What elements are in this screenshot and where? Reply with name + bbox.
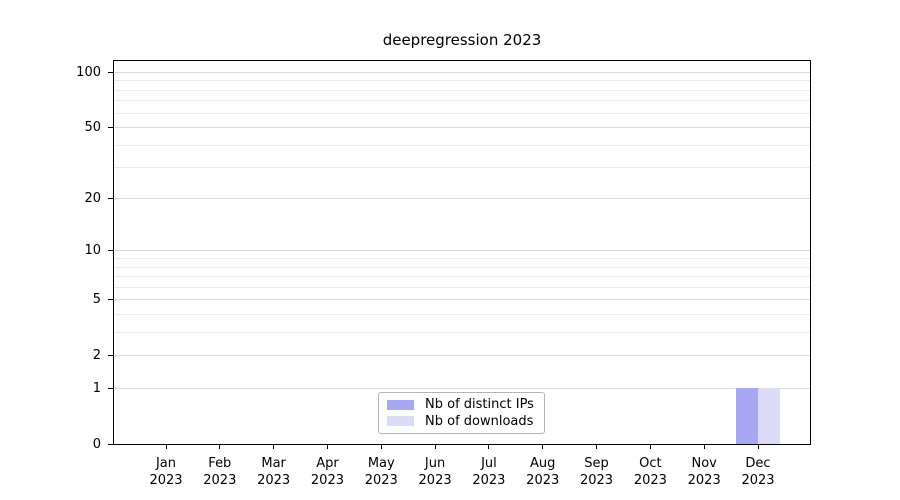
x-tick-mark [596, 445, 598, 449]
y-tick-mark [108, 127, 113, 129]
legend-swatch-distinct-ips [387, 399, 414, 410]
y-tick-mark [108, 72, 113, 74]
x-tick-label: May 2023 [364, 456, 398, 488]
bar-distinct-ips-dec [736, 388, 758, 444]
x-tick-label: Nov 2023 [687, 456, 721, 488]
x-tick-mark [380, 445, 382, 449]
y-tick-label: 1 [92, 380, 101, 396]
x-tick-mark [273, 445, 275, 449]
major-gridline [114, 387, 810, 389]
major-gridline [114, 355, 810, 357]
major-gridline [114, 299, 810, 301]
legend-swatch-downloads [387, 416, 414, 427]
y-tick-mark [108, 198, 113, 200]
y-tick-label: 20 [84, 191, 101, 207]
x-tick-mark [757, 445, 759, 449]
minor-gridline [114, 112, 810, 114]
legend-item-downloads: Nb of downloads [387, 414, 536, 429]
x-tick-label: Jan 2023 [149, 456, 183, 488]
minor-gridline [114, 266, 810, 268]
plot-spine-left [113, 60, 114, 445]
x-tick-label: Mar 2023 [257, 456, 291, 488]
x-tick-label: Apr 2023 [310, 456, 344, 488]
minor-gridline [114, 89, 810, 91]
legend-label-downloads: Nb of downloads [425, 413, 534, 429]
y-tick-mark [108, 250, 113, 252]
y-tick-label: 5 [92, 292, 101, 308]
minor-gridline [114, 167, 810, 169]
x-tick-label: Sep 2023 [579, 456, 614, 488]
y-tick-mark [108, 355, 113, 357]
y-tick-label: 50 [84, 120, 101, 136]
legend-item-distinct-ips: Nb of distinct IPs [387, 397, 536, 412]
plot-spine-bottom [113, 444, 811, 445]
plot-spine-right [810, 60, 811, 445]
legend: Nb of distinct IPs Nb of downloads [378, 392, 545, 434]
y-tick-label: 2 [92, 348, 101, 364]
y-tick-label: 0 [92, 436, 101, 452]
x-tick-label: Oct 2023 [633, 456, 667, 488]
x-tick-mark [326, 445, 328, 449]
x-tick-mark [434, 445, 436, 449]
x-tick-mark [649, 445, 651, 449]
minor-gridline [114, 313, 810, 315]
x-tick-label: Jun 2023 [418, 456, 452, 488]
legend-label-distinct-ips: Nb of distinct IPs [425, 397, 534, 413]
y-tick-mark [108, 299, 113, 301]
major-gridline [114, 72, 810, 74]
minor-gridline [114, 80, 810, 82]
minor-gridline [114, 286, 810, 288]
major-gridline [114, 127, 810, 129]
x-tick-mark [488, 445, 490, 449]
x-tick-label: Dec 2023 [741, 456, 775, 488]
y-tick-mark [108, 387, 113, 389]
minor-gridline [114, 144, 810, 146]
major-gridline [114, 250, 810, 252]
bar-downloads-dec [758, 388, 780, 444]
major-gridline [114, 198, 810, 200]
x-tick-label: Jul 2023 [472, 456, 506, 488]
y-tick-label: 100 [76, 65, 101, 81]
y-tick-label: 10 [84, 243, 101, 259]
minor-gridline [114, 276, 810, 278]
minor-gridline [114, 258, 810, 260]
x-tick-mark [165, 445, 167, 449]
x-tick-mark [703, 445, 705, 449]
minor-gridline [114, 331, 810, 333]
chart-title: deepregression 2023 [382, 31, 542, 49]
y-tick-mark [108, 443, 113, 445]
x-tick-mark [219, 445, 221, 449]
x-tick-label: Aug 2023 [526, 456, 560, 488]
x-tick-mark [542, 445, 544, 449]
x-tick-label: Feb 2023 [203, 456, 237, 488]
minor-gridline [114, 100, 810, 102]
plot-spine-top [113, 60, 811, 61]
